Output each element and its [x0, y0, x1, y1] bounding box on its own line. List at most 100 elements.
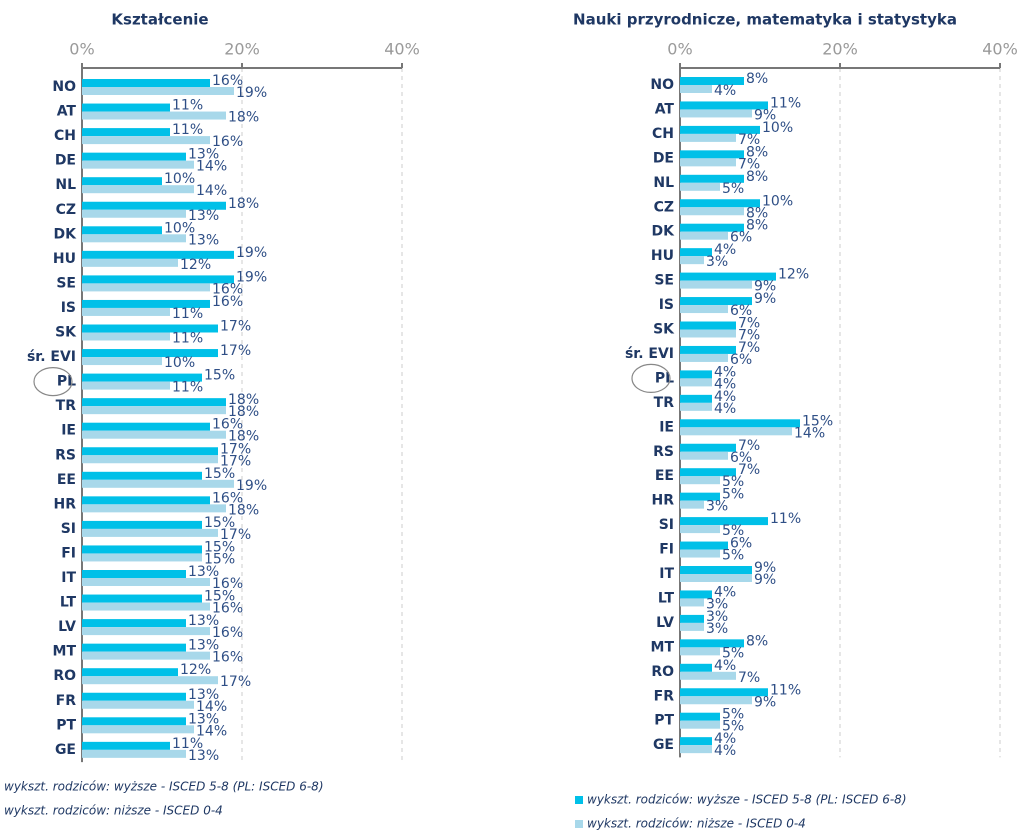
bar — [680, 517, 768, 526]
value-label: 13% — [188, 613, 219, 629]
bar — [680, 476, 720, 485]
value-label: 14% — [794, 425, 825, 441]
bar — [82, 668, 178, 677]
chart-title: Kształcenie — [111, 11, 208, 29]
legend-label: wykszt. rodziców: wyższe - ISCED 5-8 (PL… — [587, 793, 907, 807]
value-label: 12% — [180, 662, 211, 678]
value-label: 9% — [754, 291, 776, 307]
bar — [82, 324, 218, 333]
bar — [680, 712, 720, 721]
bar — [82, 496, 210, 505]
bar — [680, 231, 728, 240]
legend-label: wykszt. rodziców: wyższe - ISCED 5-8 (PL… — [4, 780, 324, 794]
bar — [82, 275, 234, 284]
value-label: 16% — [212, 625, 243, 641]
category-label: DE — [653, 150, 674, 166]
bar — [680, 647, 720, 656]
value-label: 10% — [164, 355, 195, 371]
bar — [680, 622, 704, 631]
bar — [82, 406, 226, 415]
value-label: 17% — [220, 674, 251, 690]
value-label: 4% — [714, 364, 736, 380]
value-label: 3% — [706, 499, 728, 515]
value-label: 11% — [172, 736, 203, 752]
bar — [680, 125, 760, 134]
bar — [680, 207, 744, 216]
category-label: LT — [658, 590, 675, 606]
category-label: PT — [654, 713, 674, 729]
bar — [680, 133, 736, 142]
value-label: 7% — [738, 156, 760, 172]
category-label: HR — [652, 493, 675, 509]
x-tick-label: 20% — [224, 40, 260, 59]
bar — [82, 717, 186, 726]
bar — [680, 77, 744, 85]
bar — [680, 370, 712, 379]
value-label: 16% — [212, 73, 243, 89]
bar — [680, 272, 776, 281]
bar — [680, 199, 760, 208]
bar — [680, 101, 768, 110]
value-label: 4% — [714, 83, 736, 99]
category-label: AT — [57, 104, 77, 120]
category-label: PL — [655, 370, 674, 386]
legend-swatch — [575, 820, 583, 828]
bar — [680, 737, 712, 746]
bar — [82, 398, 226, 407]
bar — [680, 305, 728, 314]
category-label: MT — [651, 639, 675, 655]
category-label: NO — [650, 77, 674, 93]
value-label: 16% — [212, 294, 243, 310]
value-label: 17% — [220, 453, 251, 469]
category-label: IT — [659, 566, 674, 582]
category-label: TR — [56, 398, 77, 414]
value-label: 15% — [204, 368, 235, 384]
chart-title: Nauki przyrodnicze, matematyka i statyst… — [573, 11, 957, 29]
bar — [680, 174, 744, 183]
bar — [82, 692, 186, 701]
value-label: 12% — [778, 267, 809, 283]
value-label: 3% — [706, 254, 728, 270]
value-label: 9% — [754, 279, 776, 295]
value-label: 5% — [722, 645, 744, 661]
value-label: 10% — [762, 120, 793, 136]
bar — [82, 422, 210, 431]
value-label: 13% — [188, 711, 219, 727]
bar — [82, 250, 234, 259]
category-label: GE — [55, 742, 76, 758]
value-label: 11% — [770, 511, 801, 527]
category-label: NO — [52, 79, 76, 95]
value-label: 9% — [754, 560, 776, 576]
category-label: IT — [61, 570, 76, 586]
value-label: 8% — [746, 144, 768, 160]
category-label: SK — [55, 325, 77, 341]
value-label: 11% — [172, 122, 203, 138]
category-label: CZ — [654, 199, 674, 215]
bar — [82, 651, 210, 660]
value-label: 16% — [212, 490, 243, 506]
bar — [680, 256, 704, 265]
category-label: RS — [653, 444, 674, 460]
category-label: SI — [61, 521, 76, 537]
bar — [680, 150, 744, 159]
bar — [82, 258, 178, 267]
bar — [680, 696, 752, 705]
bar — [680, 566, 752, 574]
value-label: 19% — [236, 245, 267, 261]
category-label: FI — [659, 542, 674, 558]
value-label: 13% — [188, 638, 219, 654]
category-label: CZ — [56, 202, 76, 218]
category-label: RO — [651, 664, 674, 680]
value-label: 17% — [220, 343, 251, 359]
bar — [680, 345, 736, 354]
value-label: 5% — [722, 474, 744, 490]
bar — [82, 111, 226, 120]
category-label: LV — [58, 619, 76, 635]
bar — [82, 430, 226, 439]
value-label: 4% — [714, 731, 736, 747]
bar — [680, 639, 744, 648]
bar — [680, 525, 720, 534]
value-label: 13% — [188, 748, 219, 764]
bar — [680, 671, 736, 680]
value-label: 10% — [164, 220, 195, 236]
